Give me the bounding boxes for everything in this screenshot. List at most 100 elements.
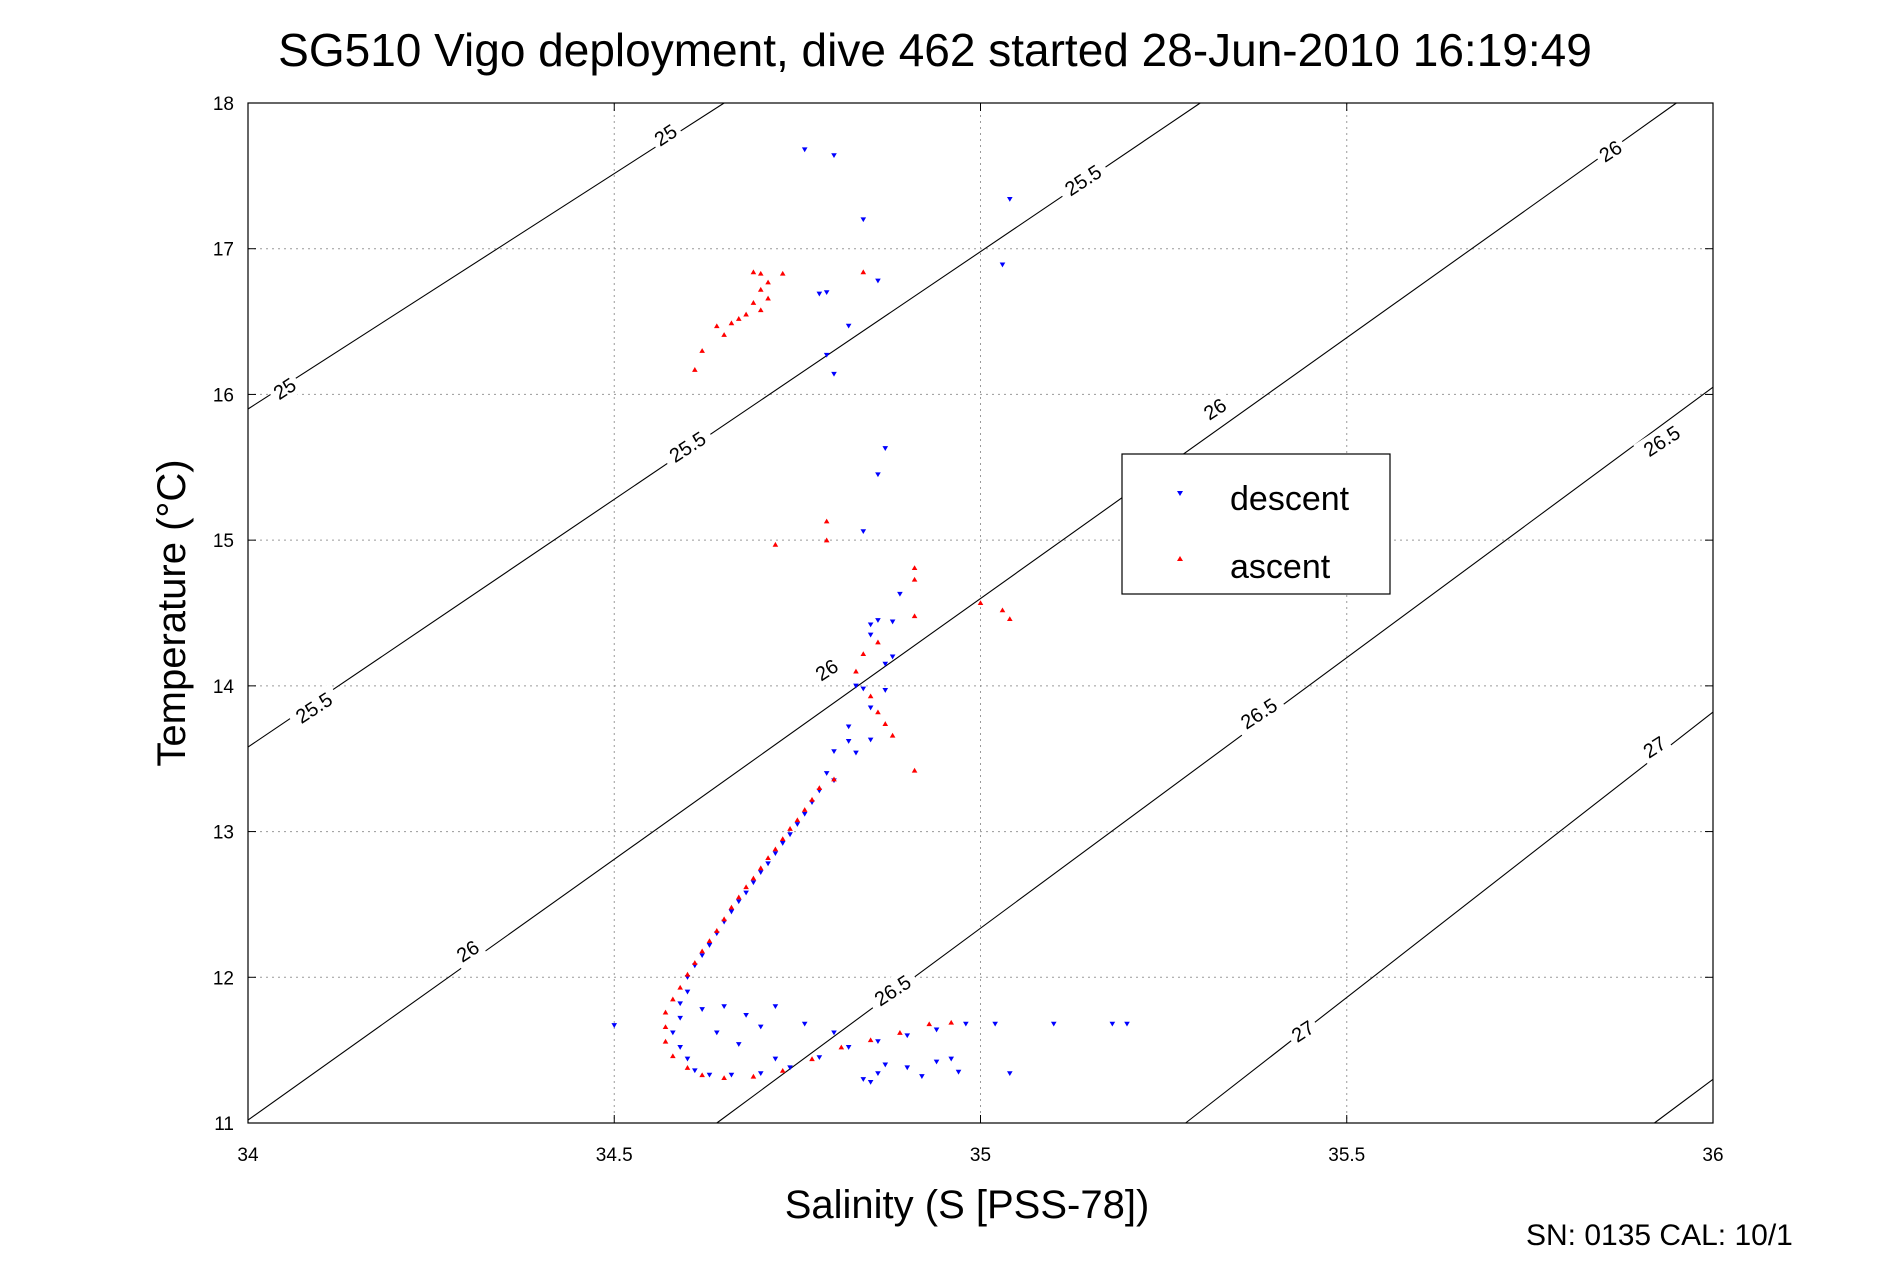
y-tick-label: 11 bbox=[214, 1114, 234, 1135]
descent-point bbox=[875, 278, 881, 284]
contour-label-bg bbox=[1054, 156, 1112, 205]
ascent-point bbox=[699, 1072, 705, 1078]
descent-point bbox=[728, 909, 735, 915]
y-tick-label: 13 bbox=[213, 823, 234, 844]
ascent-point bbox=[750, 300, 757, 305]
ascent-point bbox=[772, 846, 779, 852]
ascent-point bbox=[779, 270, 786, 276]
ascent-point bbox=[699, 948, 705, 954]
contour-label-26: 26 bbox=[1591, 132, 1630, 170]
legend: descent ascent bbox=[1121, 453, 1391, 595]
descent-point bbox=[743, 1012, 749, 1018]
descent-point bbox=[882, 661, 889, 667]
density-contour-26 bbox=[247, 102, 1677, 1121]
ascent-point bbox=[684, 971, 691, 977]
descent-point bbox=[831, 153, 837, 159]
descent-point bbox=[714, 1030, 720, 1036]
descent-point bbox=[999, 262, 1006, 268]
ascent-point bbox=[677, 984, 683, 990]
descent-point bbox=[823, 771, 830, 776]
ascent-point bbox=[765, 279, 771, 285]
descent-point bbox=[1007, 196, 1013, 202]
ascent-point bbox=[948, 1019, 954, 1025]
descent-point bbox=[787, 1065, 793, 1071]
ascent-point bbox=[772, 541, 779, 547]
y-tick-label: 15 bbox=[213, 531, 234, 552]
descent-point bbox=[867, 705, 874, 711]
legend-label-ascent: ascent bbox=[1230, 548, 1331, 586]
ascent-point bbox=[692, 367, 698, 372]
ascent-point bbox=[721, 332, 727, 337]
contour-label-25.5: 25.5 bbox=[285, 683, 343, 732]
serial-calibration-footer: SN: 0135 CAL: 10/1 bbox=[1526, 1219, 1793, 1252]
ascent-point bbox=[765, 295, 771, 301]
ascent-point bbox=[875, 709, 881, 715]
contour-label-bg bbox=[448, 932, 487, 970]
descent-point bbox=[692, 1068, 698, 1074]
descent-point bbox=[816, 1055, 823, 1061]
descent-point bbox=[860, 529, 867, 534]
y-tick-label: 17 bbox=[213, 240, 234, 261]
legend-marker-descent bbox=[1177, 491, 1183, 496]
x-tick-label: 34 bbox=[237, 1145, 259, 1166]
density-contour-layer bbox=[247, 102, 1714, 1124]
descent-point bbox=[831, 1030, 837, 1036]
contour-label-26.5: 26.5 bbox=[1633, 416, 1691, 466]
descent-point bbox=[670, 1030, 676, 1036]
descent-point bbox=[1124, 1021, 1130, 1027]
ascent-point bbox=[662, 1024, 669, 1030]
ascent-point bbox=[757, 270, 764, 276]
contour-label-27: 27 bbox=[1283, 1012, 1322, 1050]
ascent-point bbox=[779, 836, 786, 842]
x-tick-label: 36 bbox=[1702, 1145, 1723, 1166]
descent-point bbox=[897, 591, 903, 597]
data-point-layer bbox=[611, 147, 1130, 1085]
descent-point bbox=[845, 323, 852, 329]
y-tick-label: 14 bbox=[213, 677, 235, 698]
contour-label-26.5: 26.5 bbox=[864, 966, 921, 1015]
ascent-point bbox=[911, 767, 918, 773]
descent-point bbox=[801, 1021, 808, 1027]
contour-label-25: 25 bbox=[646, 116, 685, 154]
y-tick-label: 12 bbox=[213, 968, 234, 989]
x-tick-label: 35 bbox=[970, 1145, 991, 1166]
descent-point bbox=[611, 1023, 618, 1028]
ascent-point bbox=[706, 938, 713, 944]
descent-point bbox=[699, 953, 705, 959]
ascent-point bbox=[750, 1073, 757, 1079]
ascent-point bbox=[714, 928, 720, 933]
descent-point bbox=[728, 1072, 735, 1078]
descent-point bbox=[867, 737, 874, 743]
ascent-point bbox=[721, 1075, 727, 1081]
descent-point bbox=[677, 1015, 683, 1021]
density-contour-25.5 bbox=[247, 102, 1201, 748]
descent-point bbox=[992, 1021, 998, 1027]
ascent-point bbox=[692, 960, 698, 965]
ascent-point bbox=[882, 721, 889, 726]
ascent-point bbox=[779, 1067, 786, 1073]
ascent-point bbox=[721, 916, 727, 922]
descent-point bbox=[772, 851, 779, 857]
descent-point bbox=[904, 1065, 911, 1071]
descent-point bbox=[743, 890, 749, 896]
contour-label-bg bbox=[265, 370, 304, 407]
descent-point bbox=[919, 1074, 925, 1079]
descent-point bbox=[1109, 1021, 1116, 1027]
descent-point bbox=[801, 147, 808, 153]
ascent-point bbox=[750, 269, 757, 275]
descent-point bbox=[963, 1021, 969, 1027]
descent-point bbox=[948, 1056, 954, 1062]
descent-point bbox=[875, 618, 881, 623]
ascent-point bbox=[809, 1056, 815, 1062]
density-contour-25 bbox=[247, 102, 725, 410]
contour-label-25: 25 bbox=[265, 370, 304, 407]
contour-label-25.5: 25.5 bbox=[659, 422, 716, 472]
y-tick-label: 16 bbox=[213, 385, 234, 406]
y-axis-label: Temperature (°C) bbox=[150, 459, 194, 766]
ascent-point bbox=[787, 826, 793, 831]
contour-label-bg bbox=[1635, 728, 1674, 766]
chart-title: SG510 Vigo deployment, dive 462 started … bbox=[278, 24, 1592, 76]
ascent-point bbox=[699, 348, 705, 353]
descent-point bbox=[677, 1045, 683, 1050]
